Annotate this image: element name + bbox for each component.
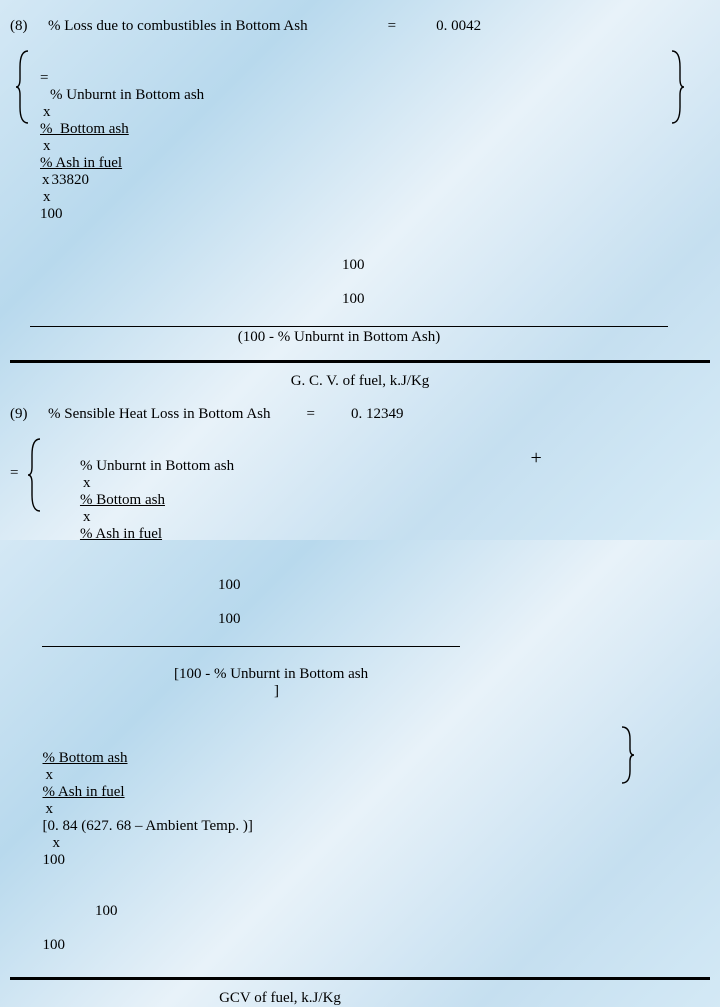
term-text: % Unburnt in Bottom ash (80, 458, 234, 474)
item9-gcv: GCV of fuel, k.J/Kg (10, 990, 710, 1007)
item9-value: 0. 12349 (351, 406, 404, 423)
mult-sign: x (43, 189, 51, 205)
item8-header: (8) % Loss due to combustibles in Bottom… (10, 18, 710, 35)
section-rule (10, 977, 710, 980)
item9-t1-denom100: 100 100 (42, 560, 460, 645)
equals-sign: = (40, 70, 48, 86)
fraction-bar (42, 646, 460, 647)
mult-sign: x (43, 104, 51, 120)
denom-100: 100 (342, 257, 365, 273)
denom-100: 100 (43, 937, 66, 953)
sq-bracket-close: ] (274, 683, 279, 699)
equals-sign: = (10, 465, 18, 482)
term-underlined: % Bottom ash (80, 492, 165, 508)
item8-number: (8) (10, 18, 48, 35)
item9-term2: % Bottom ash x % Ash in fuel x [0. 84 (6… (10, 733, 710, 971)
denom-paren: (100 - % Unburnt in Bottom Ash) (238, 329, 441, 345)
term-underlined: % Ash in fuel (40, 155, 122, 171)
mult-sign: x (53, 835, 61, 851)
section-rule (10, 360, 710, 363)
mult-sign: x (83, 475, 91, 491)
item9-title: % Sensible Heat Loss in Bottom Ash (48, 406, 271, 423)
const: 100 (43, 852, 66, 868)
item8-title: % Loss due to combustibles in Bottom Ash (48, 18, 308, 35)
const: 100 (40, 206, 63, 222)
denom-100: 100 (342, 291, 365, 307)
item8-denominator: (100 - % Unburnt in Bottom Ash) (10, 329, 648, 346)
mult-sign: x (43, 138, 51, 154)
mult-sign: x (46, 767, 54, 783)
brace-left-icon (16, 49, 30, 125)
bracket-expr: [0. 84 (627. 68 – Ambient Temp. )] (43, 818, 253, 834)
item8-denom-100s: 100 100 (10, 240, 710, 325)
fraction-bar (30, 326, 668, 327)
denom-100: 100 (43, 903, 118, 919)
mult-sign: x (46, 801, 54, 817)
item9-t1-denom: [100 - % Unburnt in Bottom ash ] (42, 649, 460, 717)
item9-t2-denom: 100 100 (10, 886, 710, 971)
plus-sign: + (530, 447, 541, 470)
item8-gcv: G. C. V. of fuel, k.J/Kg (10, 373, 710, 390)
item9-t2-num: % Bottom ash x % Ash in fuel x [0. 84 (6… (10, 733, 710, 886)
item8-numerator: = % Unburnt in Bottom ash x % Bottom ash… (10, 53, 710, 240)
brace-right-icon (620, 725, 634, 785)
term-underlined: % Bottom ash (43, 750, 128, 766)
brace-left-icon (28, 437, 42, 513)
equals-sign: = (388, 18, 396, 35)
denom-100: 100 (218, 577, 241, 593)
denom-text: 100 - % Unburnt in Bottom ash (179, 666, 368, 682)
item9-header: (9) % Sensible Heat Loss in Bottom Ash =… (10, 406, 710, 423)
equals-sign: = (307, 406, 315, 423)
brace-right-icon (670, 49, 684, 125)
item9-t1-num: % Unburnt in Bottom ash x % Bottom ash x… (42, 441, 460, 560)
const: 33820 (52, 172, 90, 188)
term-underlined: % Bottom ash (40, 121, 129, 137)
term-underlined: % Ash in fuel (43, 784, 125, 800)
mult-sign: x (83, 509, 91, 525)
item9-number: (9) (10, 406, 48, 423)
item8-value: 0. 0042 (436, 18, 481, 35)
item8-formula: = % Unburnt in Bottom ash x % Bottom ash… (10, 53, 710, 346)
denom-100: 100 (218, 611, 241, 627)
item9-term1: = % Unburnt in Bottom ash x % Bottom ash… (10, 441, 710, 717)
term-text: % Unburnt in Bottom ash (50, 87, 204, 103)
